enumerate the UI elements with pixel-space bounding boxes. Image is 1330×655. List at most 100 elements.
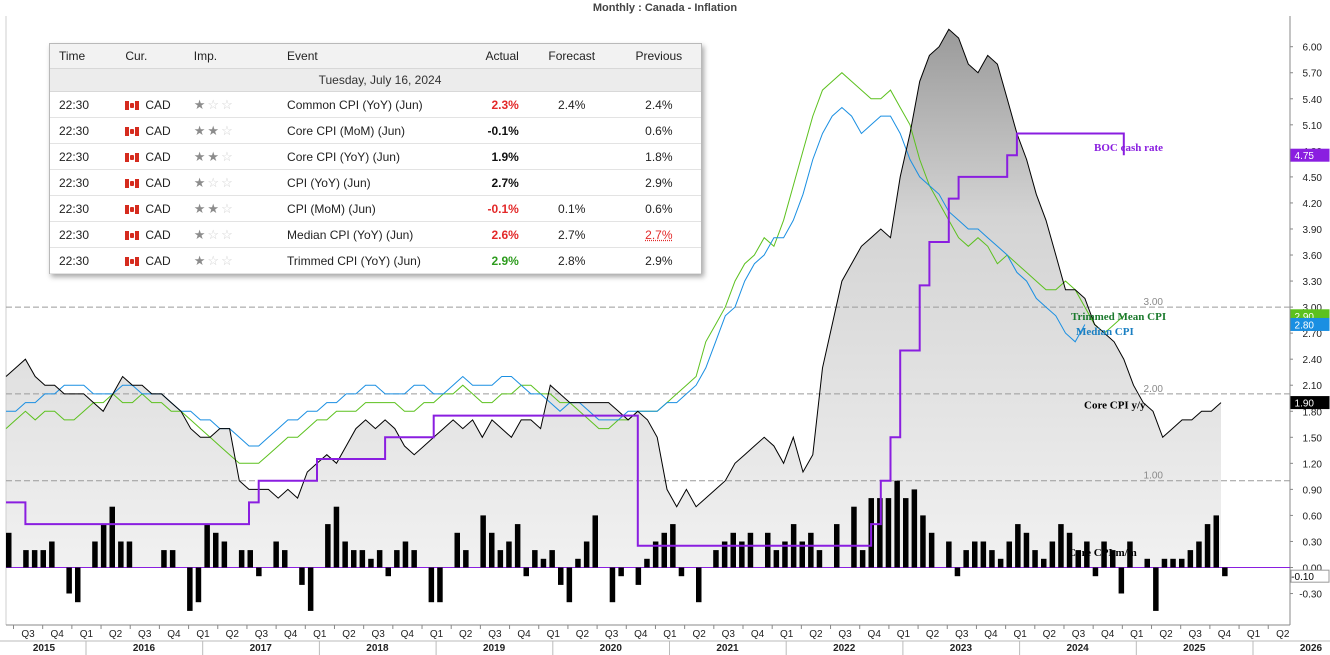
importance-stars-icon: ★☆☆ xyxy=(194,253,235,268)
core-cpi-mm-bar xyxy=(195,567,202,603)
quarter-label: Q1 xyxy=(313,629,327,640)
core-cpi-mm-bar xyxy=(859,550,866,568)
y-tick-label: 2.10 xyxy=(1303,381,1323,392)
star-icon: ☆ xyxy=(221,174,235,190)
cell-event: Core CPI (MoM) (Jun) xyxy=(278,117,461,144)
year-label: 2016 xyxy=(133,643,156,654)
core-cpi-mm-bar xyxy=(963,550,969,568)
header-forecast: Forecast xyxy=(526,44,608,69)
quarter-label: Q2 xyxy=(1043,629,1057,640)
calendar-row[interactable]: 22:30 CAD ★☆☆ Common CPI (YoY) (Jun) 2.3% 2.4… xyxy=(50,91,701,118)
last-value-tag-text: 2.90 xyxy=(1295,312,1315,323)
y-tick-label: 0.00 xyxy=(1303,564,1323,575)
quarter-label: Q3 xyxy=(488,629,502,640)
year-label: 2018 xyxy=(366,643,389,654)
cell-importance: ★★☆ xyxy=(184,117,279,144)
year-label: 2019 xyxy=(483,643,506,654)
last-value-tag-text: 1.90 xyxy=(1295,399,1315,410)
quarter-label: Q4 xyxy=(167,629,181,640)
core-cpi-mm-bar xyxy=(1041,558,1047,568)
last-value-tag xyxy=(1290,148,1330,162)
core-cpi-mm-bar xyxy=(739,541,745,568)
calendar-row[interactable]: 22:30 CAD ★☆☆ Median CPI (YoY) (Jun) 2.6% 2.7… xyxy=(50,221,701,248)
core-cpi-mm-bar xyxy=(394,550,400,568)
core-cpi-mm-bar xyxy=(618,567,624,577)
y-tick-label: 1.20 xyxy=(1303,459,1323,470)
core-cpi-mm-bar xyxy=(928,532,935,568)
last-value-tag xyxy=(1290,569,1330,583)
importance-stars-icon: ★☆☆ xyxy=(194,227,235,242)
core-cpi-mm-bar xyxy=(583,541,590,568)
y-tick-label: 3.00 xyxy=(1303,303,1323,314)
calendar-row[interactable]: 22:30 CAD ★★☆ Core CPI (YoY) (Jun) 1.9% 1.8% xyxy=(50,143,701,170)
cell-time: 22:30 xyxy=(50,247,117,274)
star-icon: ☆ xyxy=(221,122,235,138)
core-cpi-mm-bar xyxy=(558,567,564,585)
cell-actual: -0.1% xyxy=(460,195,527,222)
cell-currency: CAD xyxy=(116,143,185,170)
star-icon: ☆ xyxy=(221,252,235,268)
star-icon: ★ xyxy=(193,122,208,138)
cell-importance: ★★☆ xyxy=(184,143,279,170)
year-label: 2017 xyxy=(250,643,273,654)
core-cpi-mm-bar xyxy=(256,567,262,577)
cell-forecast-value: 2.8% xyxy=(558,253,586,268)
y-tick-label: 2.40 xyxy=(1303,355,1323,366)
cell-actual-value: 1.9% xyxy=(491,149,519,164)
cell-previous: 1.8% xyxy=(607,143,701,170)
calendar-row[interactable]: 22:30 CAD ★★☆ CPI (MoM) (Jun) -0.1% 0.1% 0.6% xyxy=(50,195,701,222)
core-cpi-mm-bar xyxy=(489,532,495,568)
core-cpi-mm-bar xyxy=(368,558,374,568)
cell-actual-value: 2.9% xyxy=(491,253,519,268)
star-icon: ☆ xyxy=(207,226,222,242)
core-cpi-mm-bar xyxy=(1015,524,1021,568)
quarter-label: Q4 xyxy=(751,629,765,640)
currency-code: CAD xyxy=(145,227,171,242)
quarter-label: Q4 xyxy=(51,629,65,640)
core-cpi-mm-bar xyxy=(644,558,650,568)
core-cpi-mm-bar xyxy=(1066,532,1073,568)
core-cpi-mm-bar xyxy=(903,498,909,568)
y-tick-label: 3.60 xyxy=(1303,251,1323,262)
calendar-row[interactable]: 22:30 CAD ★☆☆ CPI (YoY) (Jun) 2.7% 2.9% xyxy=(50,169,701,196)
quarter-label: Q3 xyxy=(371,629,385,640)
cell-time: 22:30 xyxy=(50,169,117,196)
core-cpi-mm-bar xyxy=(6,532,12,568)
core-cpi-mm-bar xyxy=(1084,541,1090,568)
cell-event-value: Core CPI (YoY) (Jun) xyxy=(287,149,400,164)
economic-calendar-panel: Time Cur. Imp. Event Actual Forecast Pre… xyxy=(49,43,702,274)
cell-currency: CAD xyxy=(116,247,185,274)
currency-code: CAD xyxy=(145,201,171,216)
core-cpi-mm-bar xyxy=(161,550,167,568)
year-label: 2024 xyxy=(1066,643,1089,654)
y-tick-label: 5.70 xyxy=(1303,69,1323,80)
core-cpi-mm-bar xyxy=(1170,558,1176,568)
core-cpi-mm-bar xyxy=(816,550,823,568)
last-value-tag xyxy=(1290,317,1330,331)
core-cpi-mm-bar xyxy=(1127,541,1133,568)
quarter-label: Q4 xyxy=(284,629,298,640)
core-cpi-mm-bar xyxy=(652,541,659,568)
core-cpi-mm-bar xyxy=(342,541,348,568)
core-cpi-mm-bar xyxy=(635,567,642,585)
quarter-label: Q4 xyxy=(401,629,415,640)
calendar-row[interactable]: 22:30 CAD ★☆☆ Trimmed CPI (YoY) (Jun) 2.9% 2.… xyxy=(50,247,701,274)
trimmed-mean-cpi-line xyxy=(5,72,1125,464)
cell-actual: 1.9% xyxy=(460,143,527,170)
canada-flag-icon xyxy=(125,100,140,110)
core-cpi-mm-bar xyxy=(523,567,529,577)
cell-time: 22:30 xyxy=(50,221,117,248)
calendar-row[interactable]: 22:30 CAD ★★☆ Core CPI (MoM) (Jun) -0.1% 0.6% xyxy=(50,117,701,144)
series-label: Trimmed Mean CPI xyxy=(1071,311,1166,323)
cell-forecast xyxy=(526,117,608,144)
cell-actual-value: 2.6% xyxy=(491,227,519,242)
cell-actual-value: -0.1% xyxy=(487,201,519,216)
cell-event: Common CPI (YoY) (Jun) xyxy=(278,91,461,118)
core-cpi-mm-bar xyxy=(514,524,521,568)
cell-time-value: 22:30 xyxy=(59,149,90,164)
core-cpi-mm-bar xyxy=(40,550,46,568)
core-cpi-area xyxy=(6,29,1221,568)
y-tick-label: 2.70 xyxy=(1303,329,1323,340)
date-label: Tuesday, July 16, 2024 xyxy=(50,68,701,92)
currency-code: CAD xyxy=(145,175,171,190)
